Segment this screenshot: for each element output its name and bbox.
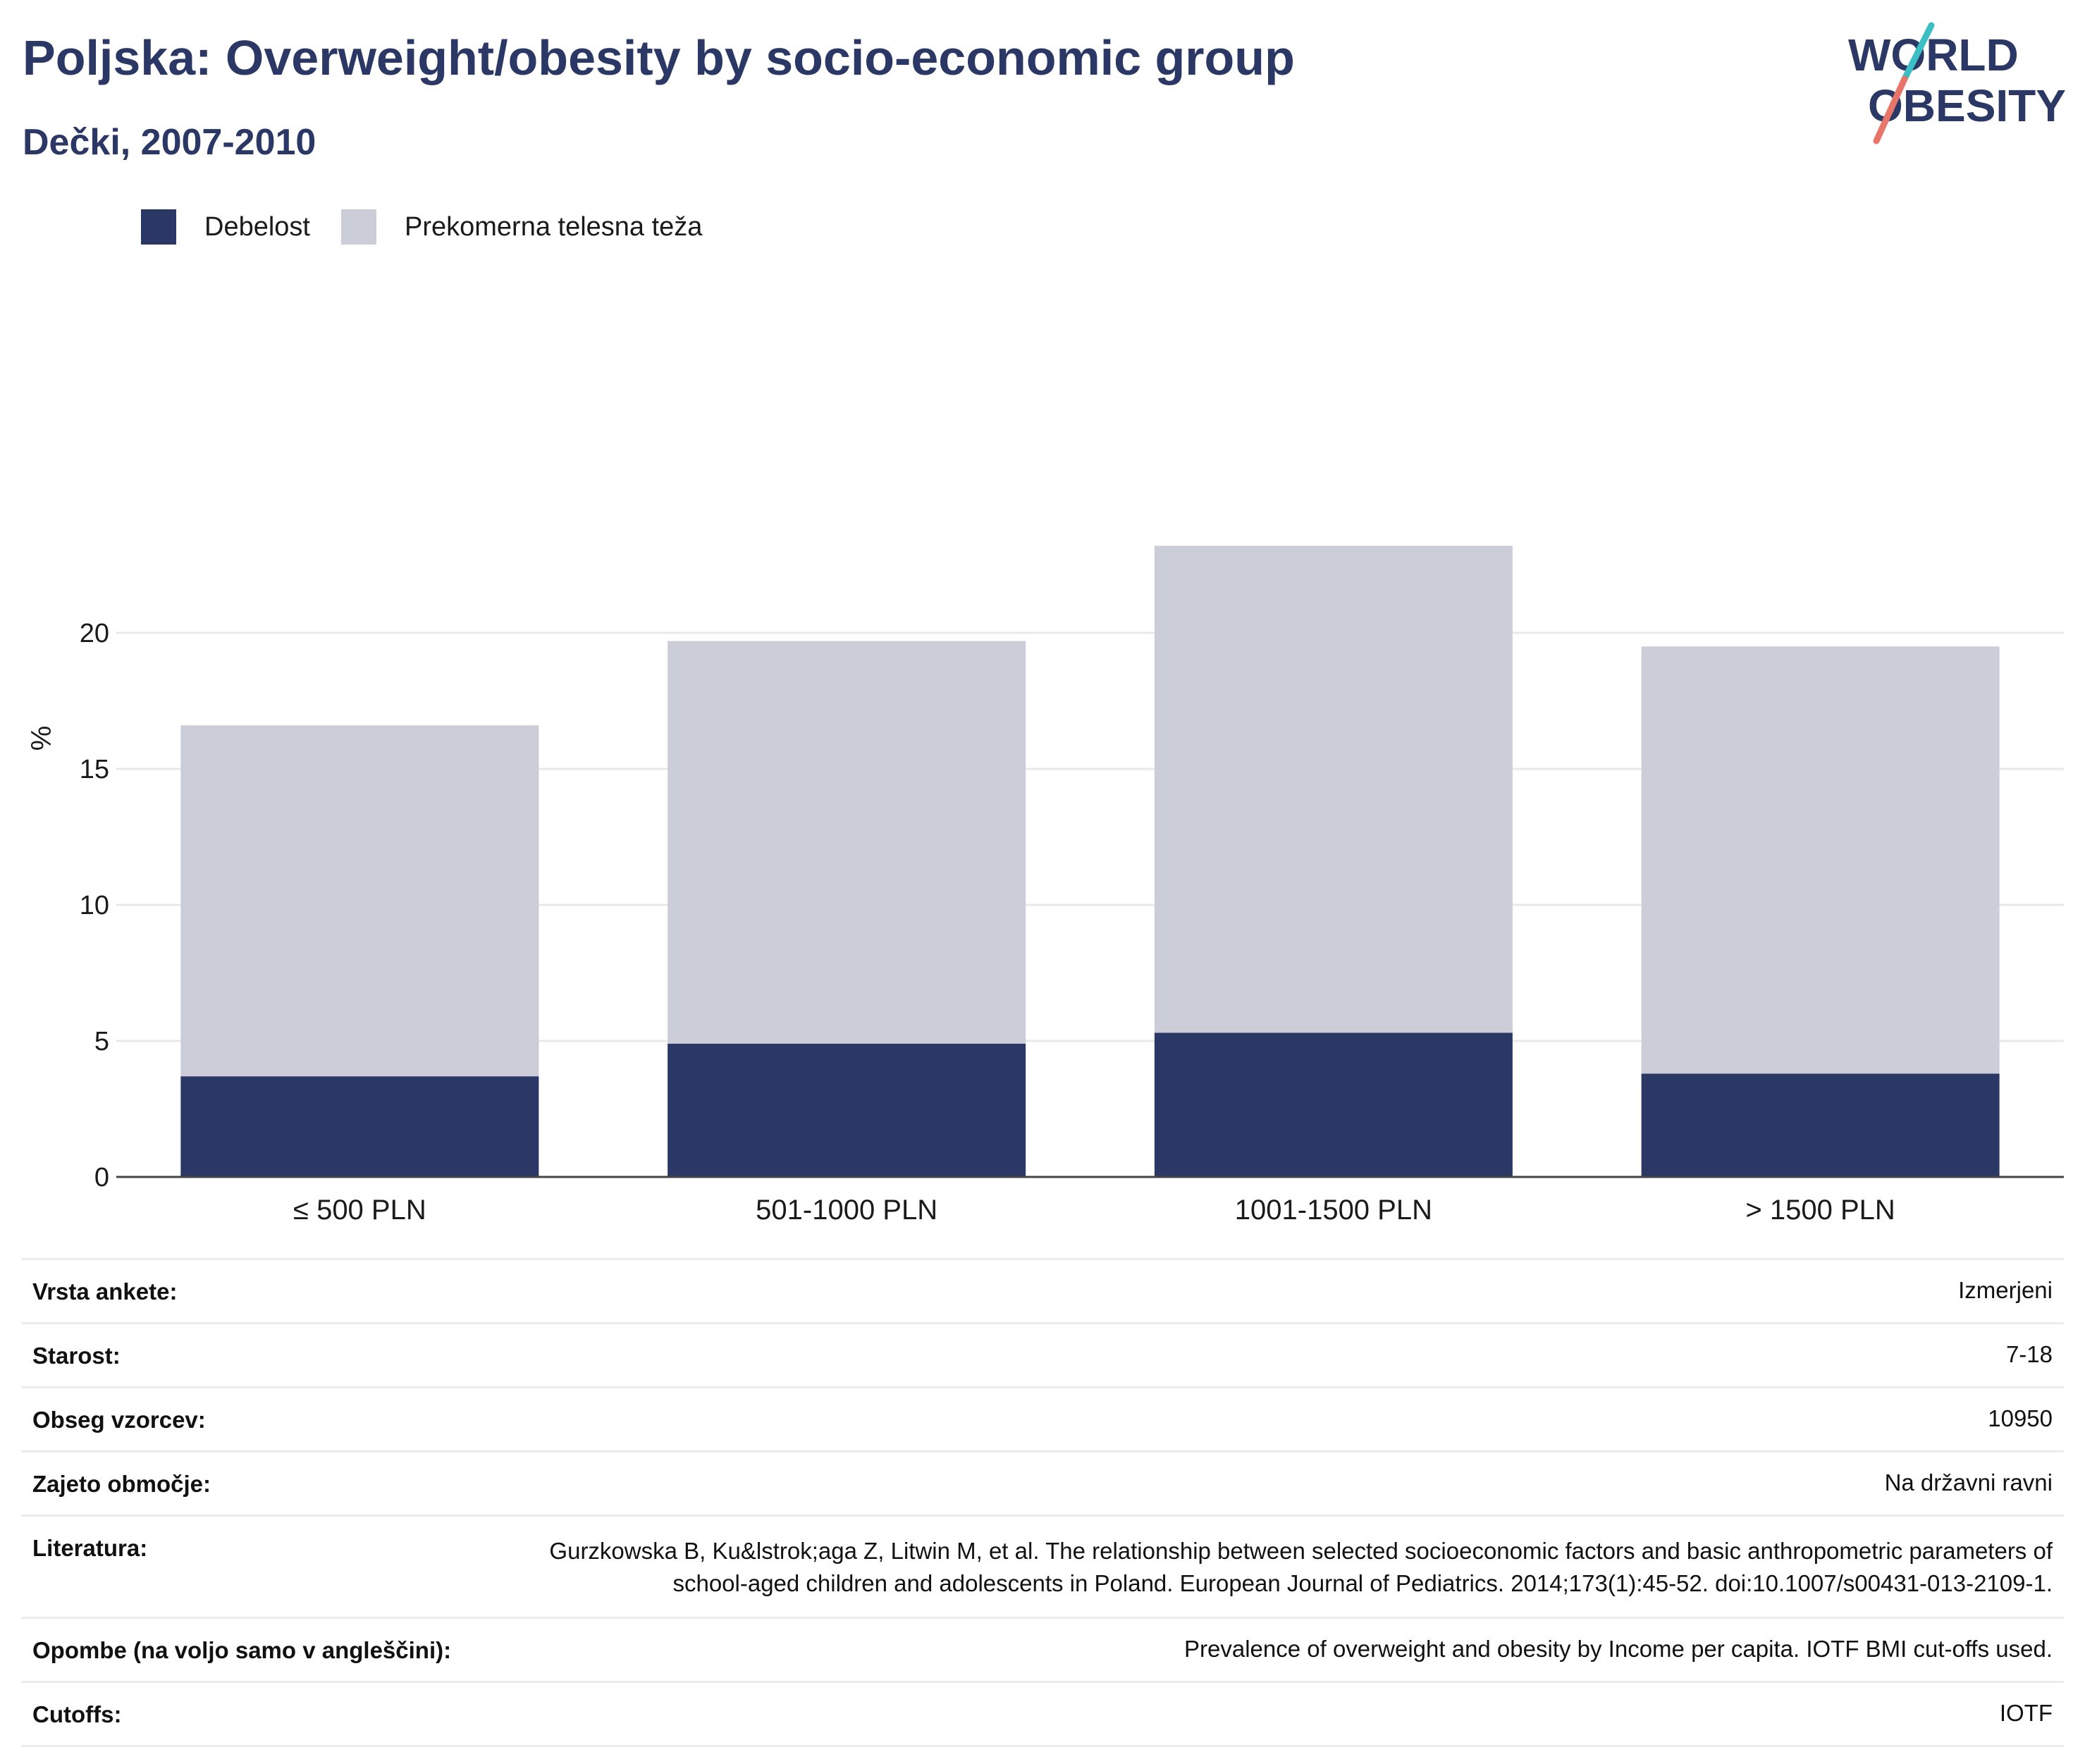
bar-segment-obesity: [180, 1076, 539, 1177]
y-tick-label: 0: [94, 1163, 109, 1192]
y-tick-label: 20: [80, 619, 109, 648]
bar-segment-obesity: [668, 1043, 1026, 1177]
meta-row-age: Starost: 7-18: [21, 1322, 2064, 1386]
meta-label: Opombe (na voljo samo v angleščini):: [32, 1637, 452, 1663]
metadata-table: Vrsta ankete: Izmerjeni Starost: 7-18 Ob…: [21, 1258, 2064, 1747]
meta-row-area: Zajeto območje: Na državni ravni: [21, 1450, 2064, 1515]
x-tick-label: 1001-1500 PLN: [1235, 1195, 1432, 1226]
meta-label: Literatura:: [32, 1535, 148, 1561]
meta-row-notes: Opombe (na voljo samo v angleščini): Pre…: [21, 1617, 2064, 1681]
world-obesity-logo: WORLD OBESITY: [1848, 22, 2066, 144]
meta-value: Prevalence of overweight and obesity by …: [1184, 1636, 2053, 1662]
meta-row-survey-type: Vrsta ankete: Izmerjeni: [21, 1258, 2064, 1322]
bar-segment-overweight: [180, 725, 539, 1077]
x-tick-label: ≤ 500 PLN: [293, 1195, 426, 1226]
meta-value: 10950: [1988, 1405, 2053, 1431]
y-axis-label: %: [26, 726, 57, 751]
legend-swatch-overweight: [340, 209, 376, 245]
legend-item-overweight[interactable]: Prekomerna telesna teža: [340, 209, 703, 245]
page-title: Poljska: Overweight/obesity by socio-eco…: [23, 30, 1295, 85]
bar-segment-overweight: [668, 641, 1026, 1044]
y-tick-label: 15: [80, 755, 109, 784]
meta-row-literature: Literatura: Gurzkowska B, Ku&lstrok;aga …: [21, 1515, 2064, 1617]
meta-label: Obseg vzorcev:: [32, 1407, 206, 1433]
meta-row-sample-size: Obseg vzorcev: 10950: [21, 1386, 2064, 1450]
legend-swatch-obesity: [141, 209, 176, 245]
x-tick-label: 501-1000 PLN: [756, 1195, 937, 1226]
bar-segment-overweight: [1154, 545, 1513, 1033]
stacked-bar-chart: 0 5 10 15 20% ≤ 500 PLN 501-1000 PLN 1001-1500 …: [26, 545, 2064, 1226]
y-tick-label: 10: [80, 891, 109, 920]
legend-label-obesity: Debelost: [204, 211, 310, 242]
logo-line1: WORLD: [1848, 30, 2019, 80]
page-subtitle: Dečki, 2007-2010: [23, 122, 316, 163]
meta-value: Izmerjeni: [1958, 1277, 2053, 1303]
meta-label: Vrsta ankete:: [32, 1278, 178, 1305]
meta-value: Na državni ravni: [1884, 1469, 2053, 1495]
chart-legend: Debelost Prekomerna telesna teža: [141, 209, 733, 245]
meta-value: Gurzkowska B, Ku&lstrok;aga Z, Litwin M,…: [549, 1538, 2053, 1596]
bar-segment-obesity: [1154, 1032, 1513, 1177]
legend-label-overweight: Prekomerna telesna teža: [404, 211, 703, 242]
legend-item-obesity[interactable]: Debelost: [141, 209, 310, 245]
bar-segment-overweight: [1641, 646, 2000, 1074]
bar-segment-obesity: [1641, 1073, 2000, 1177]
y-tick-label: 5: [94, 1027, 109, 1056]
meta-label: Zajeto območje:: [32, 1471, 211, 1497]
meta-value: IOTF: [1999, 1700, 2053, 1726]
logo-slash-teal: [1901, 22, 1935, 82]
meta-label: Starost:: [32, 1343, 121, 1369]
meta-label: Cutoffs:: [32, 1701, 122, 1727]
x-tick-label: > 1500 PLN: [1745, 1195, 1895, 1226]
logo-slash-coral: [1873, 75, 1908, 144]
meta-row-cutoffs: Cutoffs: IOTF: [21, 1681, 2064, 1747]
meta-value: 7-18: [2005, 1341, 2053, 1367]
